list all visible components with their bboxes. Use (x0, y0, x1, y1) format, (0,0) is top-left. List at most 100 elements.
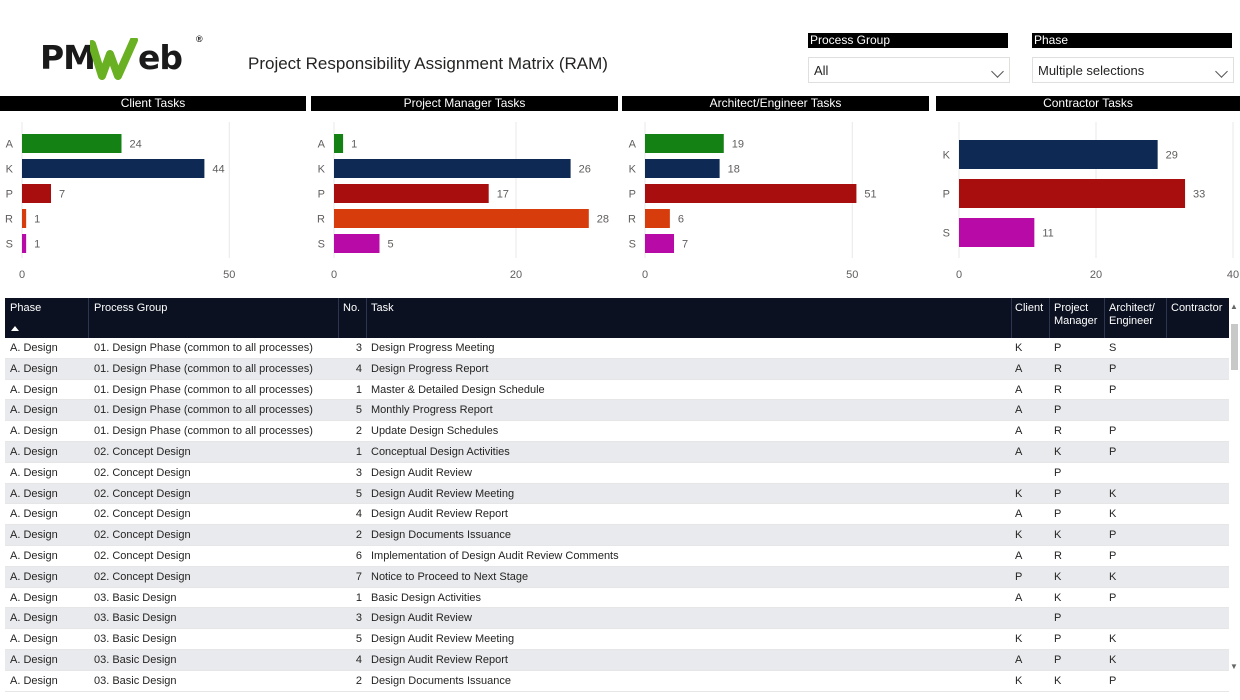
cell-phase: A. Design (10, 674, 58, 687)
cell-client: A (1015, 404, 1023, 417)
table-row[interactable]: A. Design 01. Design Phase (common to all… (5, 400, 1229, 422)
cell-task: Design Progress Report (371, 362, 489, 375)
data-label: 6 (678, 214, 684, 226)
cell-project-manager: P (1054, 487, 1062, 500)
cell-process-group: 01. Design Phase (common to all processe… (94, 362, 313, 375)
cell-process-group: 01. Design Phase (common to all processe… (94, 404, 313, 417)
bar-r[interactable] (22, 209, 27, 228)
table-row[interactable]: A. Design 02. Concept Design 3 Design Audit… (5, 463, 1229, 484)
cell-project-manager: P (1054, 654, 1062, 666)
bar-p[interactable] (645, 184, 857, 203)
cell-project-manager: P (1054, 404, 1062, 417)
category-label: R (5, 214, 13, 226)
data-label: 1 (351, 139, 357, 151)
sort-ascending-icon[interactable] (11, 326, 19, 331)
x-tick-label: 0 (956, 269, 962, 281)
table-row[interactable]: A. Design 01. Design Phase (common to all… (5, 358, 1229, 380)
bar-a[interactable] (645, 134, 724, 153)
bar-s[interactable] (22, 234, 27, 253)
data-label: 18 (728, 164, 740, 176)
table-scrollbar[interactable]: ▲ ▼ (1229, 298, 1240, 678)
bar-k[interactable] (959, 140, 1158, 169)
scroll-down-icon[interactable]: ▼ (1230, 662, 1238, 671)
bar-p[interactable] (22, 184, 52, 203)
logo-text-eb: eb (138, 38, 183, 77)
bar-r[interactable] (334, 209, 589, 228)
cell-task: Design Audit Review (371, 612, 472, 625)
category-label: P (6, 189, 13, 201)
bar-s[interactable] (645, 234, 675, 253)
cell-project-manager: R (1054, 425, 1062, 438)
col-header-no[interactable]: No. (343, 302, 361, 314)
table-row[interactable]: A. Design 01. Design Phase (common to all… (5, 380, 1229, 401)
table-row[interactable]: A. Design 03. Basic Design 3 Design Audit R… (5, 608, 1229, 630)
col-header-task[interactable]: Task (371, 302, 394, 314)
bar-k[interactable] (645, 159, 720, 178)
table-row[interactable]: A. Design 01. Design Phase (common to all… (5, 338, 1229, 359)
cell-no: 6 (355, 550, 362, 562)
table-row[interactable]: A. Design 03. Basic Design 4 Design Audit R… (5, 650, 1229, 671)
phase-value: Multiple selections (1038, 63, 1145, 78)
cell-phase: A. Design (10, 612, 58, 625)
cell-no: 5 (355, 404, 362, 417)
cell-process-group: 02. Concept Design (94, 570, 191, 583)
cell-task: Conceptual Design Activities (371, 446, 510, 458)
col-header-contractor[interactable]: Contractor (1171, 302, 1223, 314)
cell-task: Design Audit Review (371, 466, 472, 479)
table-row[interactable]: A. Design 02. Concept Design 2 Design Docum… (5, 525, 1229, 546)
table-row[interactable]: A. Design 03. Basic Design 1 Basic Design A… (5, 588, 1229, 609)
col-header-project-manager[interactable]: Project Manager (1054, 302, 1098, 327)
col-header-phase[interactable]: Phase (10, 302, 42, 314)
pm-tasks-header: Project Manager Tasks (311, 96, 618, 111)
col-header-process-group[interactable]: Process Group (94, 302, 168, 314)
cell-process-group: 02. Concept Design (94, 508, 191, 521)
bar-a[interactable] (334, 134, 344, 153)
bar-p[interactable] (959, 179, 1186, 208)
cell-project-manager: P (1054, 633, 1062, 646)
col-header-architect-engineer[interactable]: Architect/ Engineer (1109, 302, 1155, 327)
category-label: S (318, 239, 325, 251)
category-label: K (943, 150, 951, 162)
bar-p[interactable] (334, 184, 489, 203)
bar-a[interactable] (22, 134, 122, 153)
cell-no: 2 (355, 529, 362, 542)
process-group-value: All (814, 63, 829, 78)
cell-no: 1 (355, 383, 362, 396)
cell-architect-engineer: P (1109, 550, 1117, 562)
table-row[interactable]: A. Design 03. Basic Design 5 Design Audit R… (5, 629, 1229, 650)
x-tick-label: 50 (223, 269, 235, 281)
table-row[interactable]: A. Design 02. Concept Design 1 Conceptual D… (5, 442, 1229, 463)
cell-client: A (1015, 654, 1023, 666)
data-label: 28 (597, 214, 609, 226)
process-group-dropdown[interactable]: All (808, 57, 1010, 83)
cell-no: 1 (355, 591, 362, 604)
bar-k[interactable] (334, 159, 571, 178)
phase-dropdown[interactable]: Multiple selections (1032, 57, 1234, 83)
scroll-up-icon[interactable]: ▲ (1230, 302, 1238, 311)
table-row[interactable]: A. Design 02. Concept Design 5 Design Audit… (5, 483, 1229, 505)
cell-task: Update Design Schedules (371, 425, 499, 438)
cell-architect-engineer: P (1109, 529, 1117, 542)
cell-architect-engineer: P (1109, 674, 1117, 687)
category-label: P (318, 189, 325, 201)
cell-no: 3 (355, 342, 362, 354)
cell-client: K (1015, 674, 1023, 687)
table-row[interactable]: A. Design 02. Concept Design 4 Design Audit… (5, 504, 1229, 526)
cell-no: 2 (355, 674, 362, 687)
cell-project-manager: K (1054, 591, 1062, 604)
process-group-slicer: Process Group (808, 33, 1008, 48)
bar-r[interactable] (645, 209, 670, 228)
bar-s[interactable] (959, 218, 1035, 247)
table-row[interactable]: A. Design 03. Basic Design 2 Design Documen… (5, 671, 1229, 692)
bar-s[interactable] (334, 234, 380, 253)
table-row[interactable]: A. Design 02. Concept Design 6 Implementati… (5, 546, 1229, 567)
table-row[interactable]: A. Design 02. Concept Design 7 Notice to Pr… (5, 566, 1229, 588)
cell-project-manager: R (1054, 550, 1062, 562)
scrollbar-thumb[interactable] (1231, 324, 1238, 370)
cell-process-group: 01. Design Phase (common to all processe… (94, 342, 313, 354)
cell-task: Design Audit Review Meeting (371, 487, 515, 500)
col-header-client[interactable]: Client (1015, 302, 1044, 314)
table-row[interactable]: A. Design 01. Design Phase (common to all… (5, 421, 1229, 442)
category-label: P (629, 189, 636, 201)
bar-k[interactable] (22, 159, 205, 178)
